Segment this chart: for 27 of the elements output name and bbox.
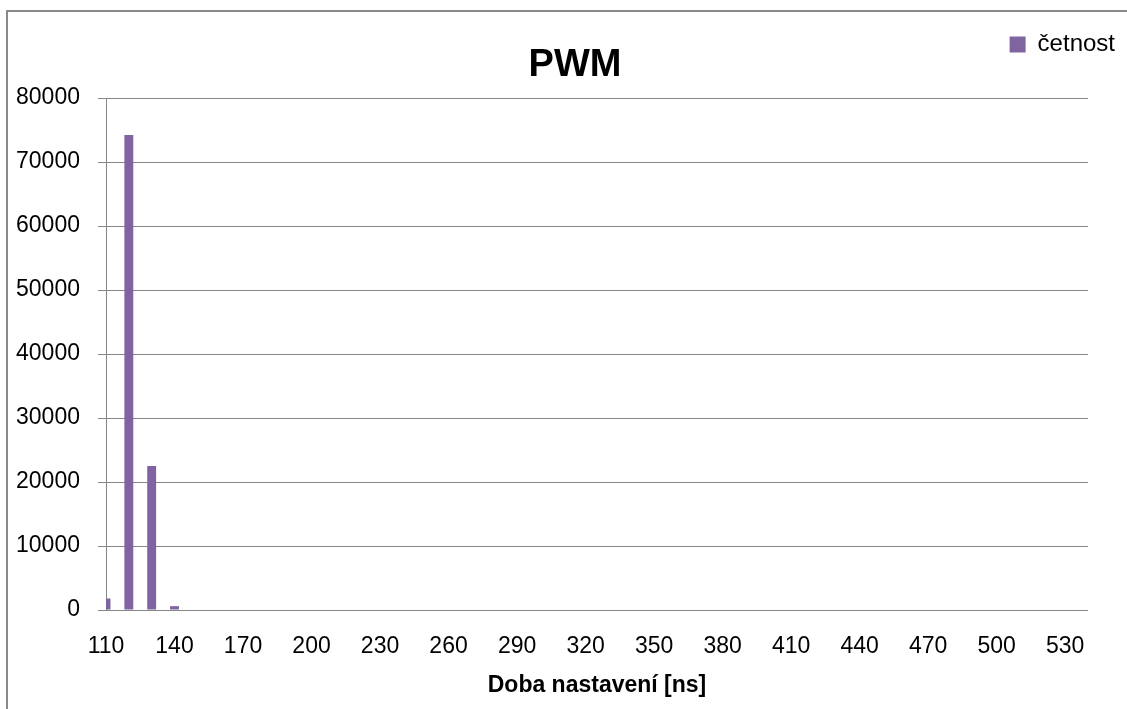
x-tick-label: 110 xyxy=(87,632,125,659)
legend-label: četnost xyxy=(1037,29,1116,57)
y-tick-label: 60000 xyxy=(16,211,80,238)
y-tick-label: 20000 xyxy=(16,467,80,494)
x-tick-label: 260 xyxy=(429,632,468,659)
x-tick-label: 320 xyxy=(566,632,605,659)
x-tick-label: 230 xyxy=(360,632,400,659)
x-tick-label: 200 xyxy=(292,632,331,659)
x-tick-label: 290 xyxy=(497,632,537,659)
y-tick-label: 0 xyxy=(67,595,80,622)
x-tick-label: 530 xyxy=(1045,632,1085,659)
x-tick-label: 350 xyxy=(634,632,674,659)
chart-title: PWM xyxy=(528,42,622,85)
x-axis-title: Doba nastavení [ns] xyxy=(487,670,707,697)
x-tick-label: 380 xyxy=(703,632,742,659)
x-tick-label: 140 xyxy=(155,632,194,659)
x-tick-label: 170 xyxy=(223,632,263,659)
x-tick-label: 470 xyxy=(908,632,948,659)
y-tick-label: 30000 xyxy=(16,403,80,430)
y-tick-label: 10000 xyxy=(16,531,80,558)
x-tick-label: 410 xyxy=(771,632,811,659)
y-tick-label: 50000 xyxy=(16,275,80,302)
x-tick-label: 440 xyxy=(840,632,879,659)
y-tick-label: 40000 xyxy=(16,339,80,366)
y-tick-label: 80000 xyxy=(16,83,80,110)
x-tick-label: 500 xyxy=(977,632,1016,659)
y-tick-label: 70000 xyxy=(16,147,80,174)
